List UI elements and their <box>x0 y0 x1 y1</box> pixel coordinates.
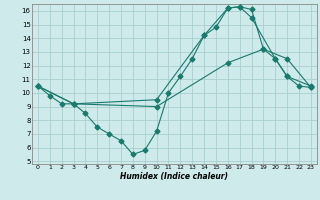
X-axis label: Humidex (Indice chaleur): Humidex (Indice chaleur) <box>120 172 228 181</box>
